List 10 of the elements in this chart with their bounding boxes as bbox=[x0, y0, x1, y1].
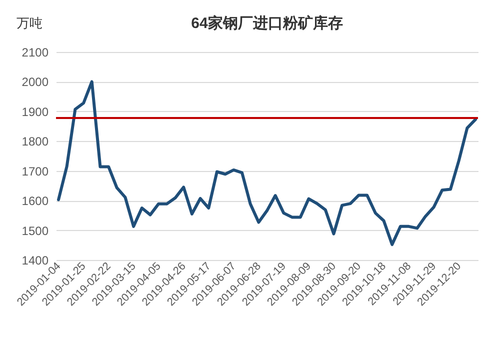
chart-title: 64家钢厂进口粉矿库存 bbox=[191, 14, 343, 32]
y-tick-label: 1500 bbox=[22, 224, 49, 238]
y-tick-label: 2000 bbox=[22, 75, 49, 90]
y-tick-label: 1600 bbox=[22, 194, 49, 208]
y-tick-label: 2100 bbox=[22, 46, 49, 60]
line-series bbox=[57, 80, 477, 246]
y-tick-label: 1800 bbox=[22, 134, 49, 149]
y-axis-title: 万吨 bbox=[16, 16, 42, 30]
y-tick-label: 1900 bbox=[22, 104, 49, 119]
y-tick-label: 1700 bbox=[22, 164, 49, 178]
